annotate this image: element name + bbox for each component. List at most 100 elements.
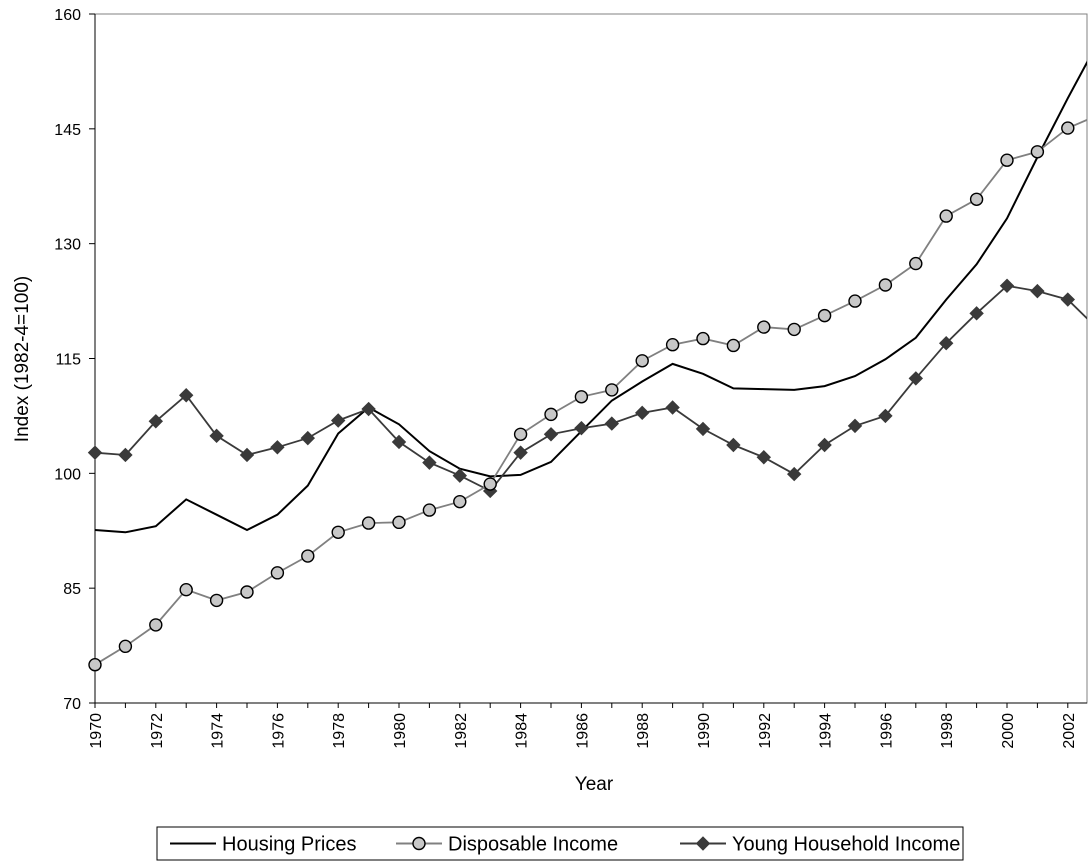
data-point-disposable-income [240,585,254,599]
data-point-young-household-income [999,278,1015,293]
data-point-disposable-income [301,549,315,563]
data-point-disposable-income [787,322,801,337]
data-point-young-household-income [604,416,620,431]
data-point-disposable-income [118,639,133,654]
x-tick-label: 1974 [210,713,227,749]
data-point-disposable-income [605,383,619,397]
data-point-young-household-income [634,405,650,421]
data-point-disposable-income [848,294,862,308]
data-point-disposable-income [969,192,984,206]
data-point-young-household-income [695,421,711,437]
x-tick-label: 1972 [149,713,166,749]
y-tick-label: 160 [54,7,81,24]
data-point-disposable-income [1030,145,1045,159]
data-point-young-household-income [726,437,741,453]
data-point-disposable-income [453,494,467,509]
data-point-disposable-income [817,308,832,323]
y-tick-label: 145 [54,122,81,139]
y-tick-label: 70 [63,696,81,713]
data-point-disposable-income [209,593,224,608]
data-point-disposable-income [483,477,497,491]
data-point-young-household-income [330,413,346,428]
x-tick-label: 1990 [696,713,713,749]
data-point-disposable-income [1061,121,1075,135]
y-axis-label: Index (1982-4=100) [12,276,33,442]
x-axis-label: Year [575,774,614,795]
data-point-young-household-income [574,420,589,436]
data-point-disposable-income [696,331,710,346]
legend-marker-disposable-income [412,836,426,851]
y-tick-label: 130 [54,237,81,254]
data-point-young-household-income [878,408,893,424]
x-tick-label: 1978 [331,713,348,749]
x-tick-label: 1988 [635,713,652,749]
data-point-disposable-income [665,338,680,352]
data-point-disposable-income [909,256,923,271]
data-point-disposable-income [88,658,102,672]
data-point-disposable-income [939,209,953,223]
x-tick-label: 1976 [270,713,287,749]
data-point-disposable-income [726,338,741,353]
legend-label-young-household-income: Young Household Income [732,834,960,856]
legend-label-disposable-income: Disposable Income [448,834,618,856]
data-point-disposable-income [331,525,345,539]
data-point-young-household-income [422,455,437,470]
data-point-young-household-income [817,437,832,453]
data-point-disposable-income [179,582,193,597]
data-point-disposable-income [392,515,406,530]
data-point-young-household-income [452,468,468,483]
data-point-young-household-income [513,445,528,460]
series-group [87,60,1087,672]
data-point-disposable-income [878,278,893,292]
x-tick-label: 2002 [1061,713,1078,749]
data-point-disposable-income [635,354,649,368]
data-point-disposable-income [513,427,528,441]
data-point-disposable-income [1000,153,1014,167]
data-point-young-household-income [665,400,680,415]
data-point-young-household-income [1060,292,1076,307]
x-tick-label: 1992 [757,713,774,749]
x-tick-label: 1970 [88,713,105,749]
data-point-young-household-income [270,440,285,455]
y-tick-label: 115 [55,352,81,369]
plot-border [94,13,1088,704]
data-point-young-household-income [847,418,863,434]
x-tick-label: 1998 [939,713,956,749]
data-point-young-household-income [908,371,924,386]
x-tick-label: 2000 [1000,713,1017,749]
data-point-young-household-income [148,414,164,429]
x-tick-label: 1986 [574,713,591,749]
data-point-young-household-income [118,447,133,463]
series-line-young-household-income [94,284,1087,493]
x-tick-label: 1982 [453,713,470,749]
series-line-disposable-income [94,118,1087,666]
x-tick-label: 1996 [878,713,895,749]
x-tick-label: 1980 [392,713,409,749]
data-point-young-household-income [178,388,194,403]
data-point-disposable-income [574,390,589,404]
data-point-young-household-income [786,466,802,482]
legend-label-housing-prices: Housing Prices [222,834,357,856]
data-point-disposable-income [544,407,558,422]
data-point-young-household-income [239,447,255,463]
data-point-young-household-income [300,430,316,446]
data-point-young-household-income [543,427,559,442]
data-point-young-household-income [391,434,407,450]
data-point-disposable-income [270,566,285,580]
data-point-young-household-income [756,450,772,465]
data-point-disposable-income [149,618,163,632]
data-point-young-household-income [1030,283,1045,299]
legend: Housing Prices Disposable Income Young Hou… [156,826,964,861]
data-point-disposable-income [422,503,437,517]
legend-marker-young-household-income [695,836,711,851]
x-tick-label: 1984 [514,713,531,749]
data-point-young-household-income [938,335,954,351]
data-point-disposable-income [757,320,771,334]
data-point-young-household-income [969,306,984,321]
series-line-housing-prices [94,60,1087,534]
data-point-disposable-income [361,516,376,530]
legend-box [156,826,964,861]
y-tick-label: 100 [54,466,81,483]
x-tick-label: 1994 [818,713,835,749]
